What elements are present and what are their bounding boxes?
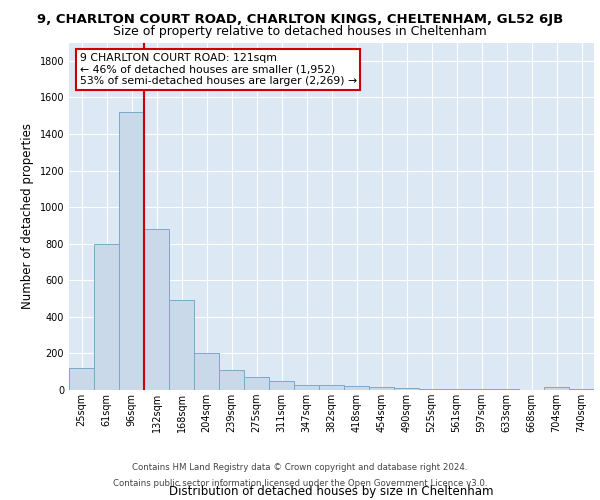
Bar xyxy=(194,354,219,390)
Text: Contains HM Land Registry data © Crown copyright and database right 2024.: Contains HM Land Registry data © Crown c… xyxy=(132,464,468,472)
Bar xyxy=(294,384,319,390)
Bar xyxy=(369,388,394,390)
Bar xyxy=(569,389,594,390)
Bar xyxy=(269,381,294,390)
Text: 9 CHARLTON COURT ROAD: 121sqm
← 46% of detached houses are smaller (1,952)
53% o: 9 CHARLTON COURT ROAD: 121sqm ← 46% of d… xyxy=(79,53,356,86)
Bar xyxy=(544,388,569,390)
Bar xyxy=(394,388,419,390)
Y-axis label: Number of detached properties: Number of detached properties xyxy=(21,123,34,309)
Bar xyxy=(344,386,369,390)
Bar xyxy=(94,244,119,390)
Bar xyxy=(444,389,469,390)
Bar xyxy=(219,370,244,390)
Bar xyxy=(244,377,269,390)
Text: Contains public sector information licensed under the Open Government Licence v3: Contains public sector information licen… xyxy=(113,478,487,488)
Bar xyxy=(319,386,344,390)
Bar xyxy=(419,388,444,390)
Bar xyxy=(144,229,169,390)
Bar xyxy=(119,112,144,390)
Bar xyxy=(169,300,194,390)
Bar xyxy=(69,368,94,390)
Text: Size of property relative to detached houses in Cheltenham: Size of property relative to detached ho… xyxy=(113,25,487,38)
X-axis label: Distribution of detached houses by size in Cheltenham: Distribution of detached houses by size … xyxy=(169,485,494,498)
Text: 9, CHARLTON COURT ROAD, CHARLTON KINGS, CHELTENHAM, GL52 6JB: 9, CHARLTON COURT ROAD, CHARLTON KINGS, … xyxy=(37,12,563,26)
